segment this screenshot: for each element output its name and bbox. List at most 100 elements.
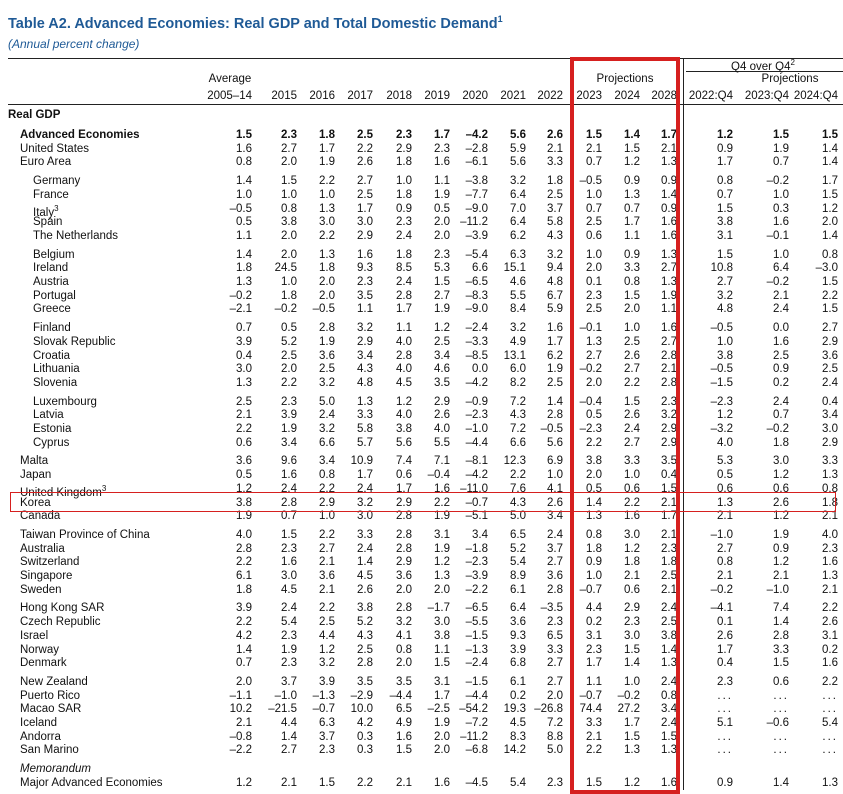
row-value: 3.9 xyxy=(236,602,252,615)
row-value: 2.0 xyxy=(281,248,297,261)
row-value: 1.5 xyxy=(434,276,450,288)
row-value: 4.3 xyxy=(510,496,526,509)
row-value: 7.2 xyxy=(510,423,526,435)
row-value: 6.5 xyxy=(396,703,412,716)
row-label: Korea xyxy=(20,496,51,509)
row-value: 1.5 xyxy=(586,129,602,141)
row-value: 1.0 xyxy=(586,570,602,582)
row-label: Advanced Economies xyxy=(20,129,140,141)
row-value: 0.5 xyxy=(434,202,450,215)
row-value: 2.3 xyxy=(547,616,563,629)
row-value: 1.6 xyxy=(281,469,297,482)
row-value: 2.3 xyxy=(822,542,838,555)
row-value: 6.1 xyxy=(510,583,526,596)
row-value: 2.8 xyxy=(547,583,563,596)
row-value: 1.8 xyxy=(624,556,640,569)
row-value: 5.6 xyxy=(396,436,412,449)
row-value: 3.4 xyxy=(319,455,335,468)
row-value: –1.7 xyxy=(427,602,450,615)
row-value: 1.8 xyxy=(547,175,563,188)
header-bottom-rule xyxy=(8,104,843,105)
row-value: –6.5 xyxy=(465,602,488,615)
row-value: –6.1 xyxy=(465,156,488,169)
table-row: Andorra –0.8 1.4 3.7 0.3 1.6 2.0 –11.2 8.3 8.8 2.1… xyxy=(0,730,843,744)
row-value: 0.1 xyxy=(586,276,602,288)
row-value: 3.2 xyxy=(547,248,563,261)
row-value: 2.3 xyxy=(281,629,297,642)
row-value: 2.7 xyxy=(547,657,563,670)
row-value: 9.3 xyxy=(510,629,526,642)
row-value: 5.2 xyxy=(357,616,373,629)
row-value: 3.2 xyxy=(319,657,335,670)
table-row: Latvia 2.1 3.9 2.4 3.3 4.0 2.6 –2.3 4.3 2.8 0.5 2.6… xyxy=(0,408,843,422)
table-row: United States 1.6 2.7 1.7 2.2 2.9 2.3 –2.8 5.9 2.… xyxy=(0,142,843,156)
column-header: 2018 xyxy=(386,90,412,102)
row-value: 4.1 xyxy=(547,482,563,495)
column-header: 2022:Q4 xyxy=(688,90,733,102)
row-value: 2.8 xyxy=(547,409,563,422)
row-value: 1.6 xyxy=(773,216,789,229)
row-value: 1.5 xyxy=(624,643,640,656)
column-header: 2020 xyxy=(462,90,488,102)
row-value: 0.6 xyxy=(773,675,789,688)
row-value: –1.8 xyxy=(465,542,488,555)
row-value: 2.1 xyxy=(319,556,335,569)
row-value: 1.5 xyxy=(773,129,789,141)
row-value: –2.3 xyxy=(579,423,602,435)
row-value: 1.2 xyxy=(434,322,450,335)
row-label: Germany xyxy=(33,175,81,188)
row-value: 5.2 xyxy=(281,335,297,348)
row-value: 1.1 xyxy=(586,675,602,688)
row-value: 1.5 xyxy=(236,129,252,141)
row-value: 1.3 xyxy=(434,570,450,582)
row-value: 1.5 xyxy=(822,188,838,201)
row-value: 1.1 xyxy=(434,175,450,188)
row-value: 3.7 xyxy=(281,675,297,688)
row-value: 2.0 xyxy=(319,289,335,302)
row-value: 6.3 xyxy=(319,717,335,729)
row-value: 2.5 xyxy=(357,643,373,656)
row-value: –0.2 xyxy=(579,363,602,376)
row-value: 6.3 xyxy=(510,248,526,261)
row-value: 2.8 xyxy=(396,349,412,362)
row-value: 6.4 xyxy=(510,188,526,201)
row-value: 2.1 xyxy=(281,776,297,789)
row-value: 3.2 xyxy=(319,423,335,435)
row-value: 1.0 xyxy=(773,188,789,201)
row-value: 1.6 xyxy=(661,229,677,242)
row-value: 3.9 xyxy=(236,335,252,348)
row-value: 3.6 xyxy=(822,349,838,362)
row-value: 5.4 xyxy=(510,776,526,789)
row-value: 3.3 xyxy=(547,643,563,656)
row-value: 2.9 xyxy=(319,496,335,509)
row-value: 8.5 xyxy=(396,262,412,275)
row-value: –0.1 xyxy=(579,322,602,335)
row-value: 1.7 xyxy=(434,129,450,141)
row-value: 2.5 xyxy=(773,349,789,362)
row-value: 0.3 xyxy=(357,730,373,743)
row-value: 2.1 xyxy=(717,510,733,523)
row-value: 13.1 xyxy=(503,349,526,362)
row-value: 1.2 xyxy=(236,776,252,789)
row-value: 3.4 xyxy=(547,510,563,523)
header-q4-label: Q4 over Q42 xyxy=(731,58,795,73)
row-value: 1.2 xyxy=(434,556,450,569)
row-value: 10.9 xyxy=(350,455,373,468)
row-value: 2.5 xyxy=(586,216,602,229)
row-value: 3.3 xyxy=(624,262,640,275)
table-row: Germany 1.4 1.5 2.2 2.7 1.0 1.1 –3.8 3.2 1.8 –0.5 0… xyxy=(0,174,843,188)
row-value: –3.5 xyxy=(540,602,563,615)
row-value: 0.0 xyxy=(773,322,789,335)
row-value: 1.8 xyxy=(396,188,412,201)
row-value: –1.0 xyxy=(274,689,297,702)
row-value: 4.1 xyxy=(396,629,412,642)
row-value: 4.3 xyxy=(547,229,563,242)
row-value: 0.5 xyxy=(281,322,297,335)
table-row: France 1.0 1.0 1.0 2.5 1.8 1.9 –7.7 6.4 2.5 1.0 1.3… xyxy=(0,188,843,202)
row-value: 3.4 xyxy=(434,349,450,362)
row-value: 2.5 xyxy=(661,616,677,629)
row-value: 27.2 xyxy=(617,703,640,716)
row-value: 2.8 xyxy=(661,349,677,362)
row-value: 6.8 xyxy=(510,657,526,670)
row-value: 2.5 xyxy=(586,303,602,316)
